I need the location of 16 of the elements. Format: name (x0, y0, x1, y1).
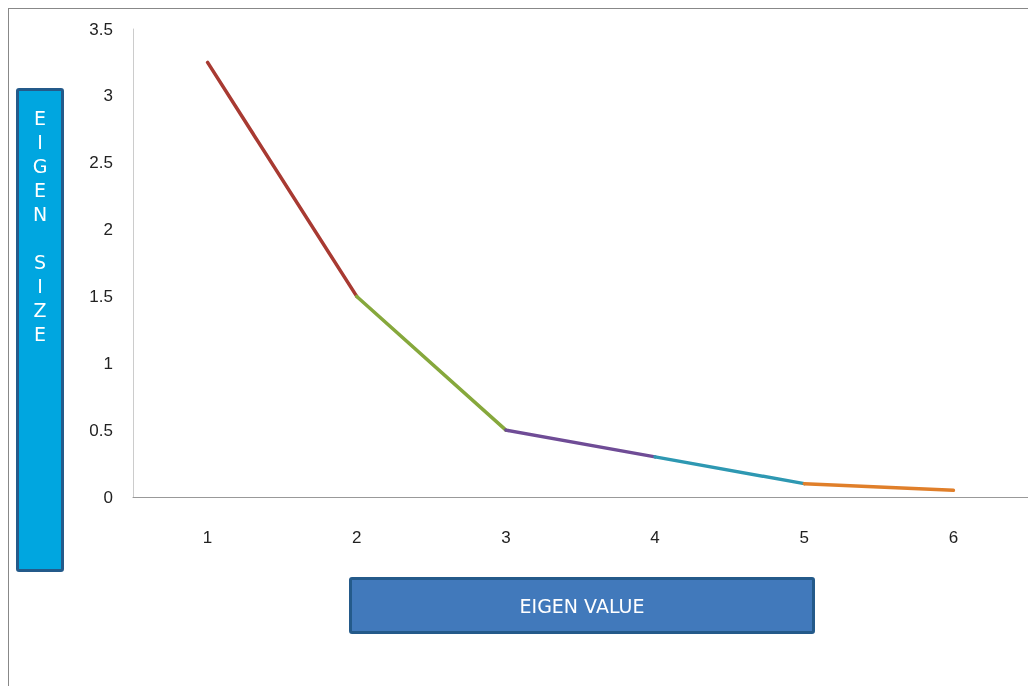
x-tick-label: 3 (501, 528, 511, 547)
y-axis-title: EIGEN SIZE (29, 107, 51, 347)
y-tick-label: 1 (103, 353, 113, 373)
x-tick-label: 4 (650, 528, 660, 547)
y-tick-label: 3.5 (89, 19, 113, 39)
y-tick-label: 1.5 (89, 286, 113, 306)
x-tick-label: 5 (799, 528, 809, 547)
y-tick-label: 0.5 (89, 420, 113, 440)
x-axis-title: EIGEN VALUE (349, 577, 815, 634)
x-tick-label: 6 (948, 528, 959, 547)
x-tick-label: 1 (202, 528, 213, 547)
y-tick-label: 0 (103, 487, 113, 507)
y-tick-label: 2 (103, 220, 113, 240)
x-tick-label: 2 (352, 528, 362, 547)
y-tick-label: 3 (103, 86, 113, 106)
y-tick-label: 2.5 (89, 153, 113, 173)
